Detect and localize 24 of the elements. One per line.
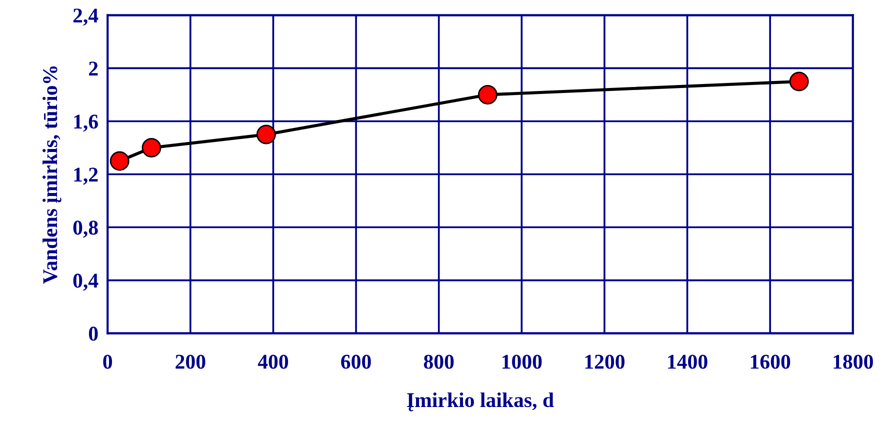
y-tick-label: 1,6 [74,114,98,132]
x-tick-label: 0 [103,354,112,369]
x-tick-label: 1800 [834,354,873,369]
x-tick-label: 800 [424,354,454,369]
y-tick-label: 0,4 [73,274,98,291]
y-tick-label: 2 [89,62,98,76]
x-tick-label: 1600 [750,354,790,369]
x-tick-label: 200 [176,354,206,369]
y-axis-title: Vandens įmirkis, tūrio% [42,66,62,284]
x-tick-label: 600 [341,354,371,369]
point [256,124,276,144]
point [478,85,498,104]
point [110,151,130,171]
y-tick-label: 1,2 [74,168,98,185]
point [142,138,162,158]
x-tick-label: 400 [258,354,288,369]
y-tick-label: 0,8 [73,220,98,238]
x-tick-label: 1000 [502,354,542,369]
y-tick-label: 2,4 [73,8,98,26]
x-tick-label: 1200 [585,354,625,369]
x-tick-label: 1400 [668,354,708,369]
point [789,72,809,92]
y-tick-label: 0 [88,326,98,341]
x-axis-title: Įmirkio laikas, d [407,392,554,412]
